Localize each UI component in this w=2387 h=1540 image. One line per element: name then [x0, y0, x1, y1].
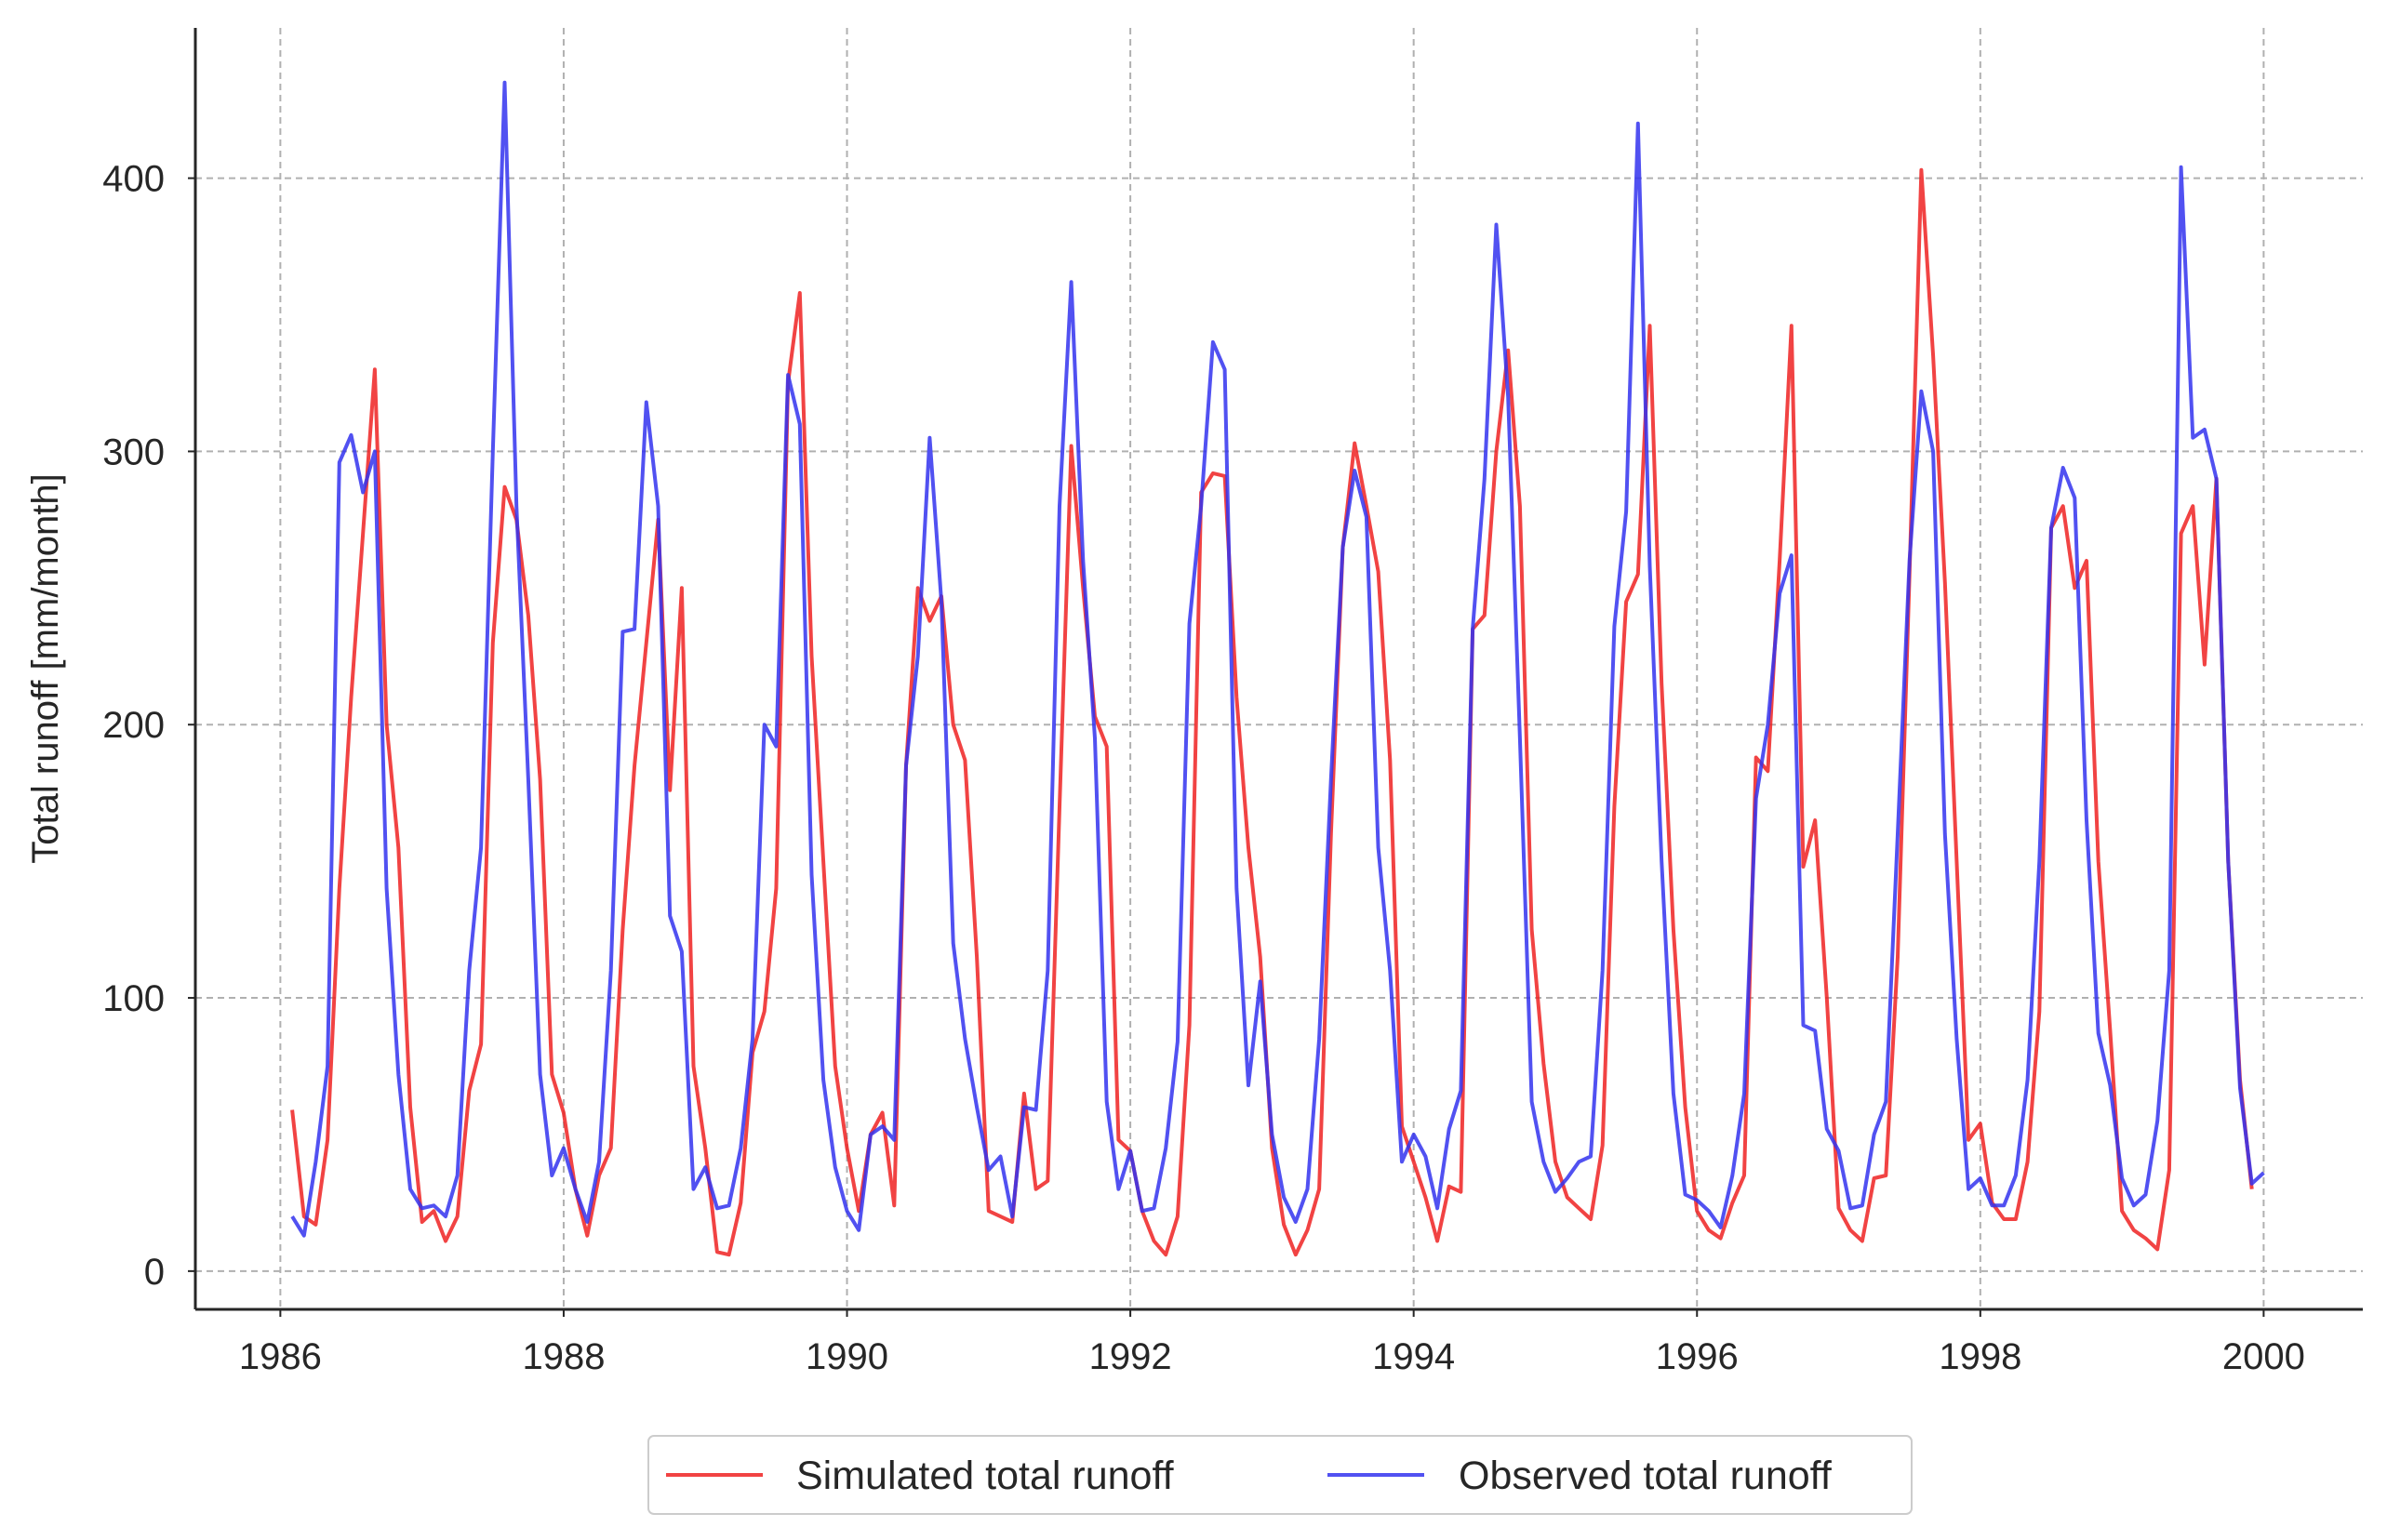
y-tick-label: 200	[102, 705, 165, 746]
x-tick-label: 1992	[1089, 1336, 1172, 1377]
gridlines	[195, 28, 2363, 1309]
legend-label-observed: Observed total runoff	[1459, 1454, 1833, 1498]
x-tick-label: 2000	[2222, 1336, 2305, 1377]
legend: Simulated total runoff Observed total ru…	[647, 1435, 1913, 1515]
x-tick-label: 1988	[522, 1336, 605, 1377]
series-line-observed-total-runoff	[290, 80, 2265, 1238]
x-tick-label: 1990	[806, 1336, 888, 1377]
y-axis-title: Total runoff [mm/month]	[25, 473, 66, 863]
y-tick-label: 300	[102, 431, 165, 472]
series-lines	[290, 80, 2265, 1257]
y-tick-label: 0	[144, 1252, 165, 1293]
x-tick-label: 1994	[1372, 1336, 1455, 1377]
legend-label-simulated: Simulated total runoff	[796, 1454, 1175, 1498]
y-tick-label: 400	[102, 159, 165, 200]
x-tick-label: 1996	[1656, 1336, 1739, 1377]
legend-box	[647, 1435, 1913, 1515]
y-axis-ticks: 0 100 200 300 400	[102, 159, 195, 1293]
x-axis-ticks: 1986 1988 1990 1992 1994 1996 1998 2000	[239, 1309, 2305, 1377]
x-tick-label: 1986	[239, 1336, 322, 1377]
y-tick-label: 100	[102, 978, 165, 1019]
axes	[193, 28, 2363, 1311]
series-line-simulated-total-runoff	[290, 167, 2254, 1257]
x-tick-label: 1998	[1939, 1336, 2021, 1377]
